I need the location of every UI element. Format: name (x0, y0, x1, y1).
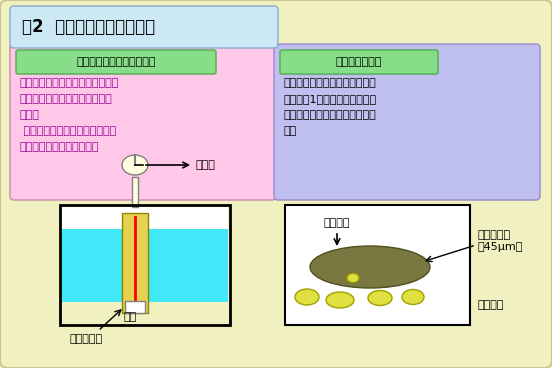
Text: 油の流れ: 油の流れ (324, 218, 351, 228)
Bar (60, 205, 230, 325)
Bar (125, 301, 145, 313)
Text: る。: る。 (284, 126, 297, 136)
FancyBboxPatch shape (274, 44, 540, 200)
Bar (132, 177, 138, 207)
Text: ポンプ: ポンプ (195, 160, 215, 170)
Ellipse shape (326, 292, 354, 308)
Bar (62, 207, 228, 302)
Text: 図2  目詰まり点の測定方法: 図2 目詰まり点の測定方法 (22, 18, 155, 36)
Ellipse shape (368, 290, 392, 305)
Text: 油を冷やして、ポンプで油を吸: 油を冷やして、ポンプで油を吸 (284, 78, 377, 88)
Ellipse shape (402, 290, 424, 304)
Text: 目詰まり点測定: 目詰まり点測定 (336, 57, 382, 67)
Text: フィルター: フィルター (70, 334, 103, 344)
Text: できなくなる最初の温度を求め: できなくなる最初の温度を求め (284, 110, 377, 120)
Ellipse shape (347, 273, 359, 283)
FancyBboxPatch shape (10, 44, 276, 200)
Bar (122, 213, 148, 313)
Ellipse shape (295, 289, 319, 305)
Text: の閉塞を知る目安となる。: の閉塞を知る目安となる。 (20, 142, 99, 152)
Text: ディーゼル車のプレフィルター: ディーゼル車のプレフィルター (20, 126, 116, 136)
FancyBboxPatch shape (280, 50, 438, 74)
Text: 目詰まり点とその測定意義: 目詰まり点とその測定意義 (76, 57, 156, 67)
Text: 油を低温にしたとき、フィルター: 油を低温にしたとき、フィルター (20, 78, 119, 88)
Bar (62, 207, 228, 229)
Ellipse shape (310, 246, 430, 288)
Text: を通して流れにくくなる温度を: を通して流れにくくなる温度を (20, 94, 113, 104)
FancyBboxPatch shape (10, 6, 278, 48)
Text: フィルター: フィルター (478, 230, 511, 240)
Ellipse shape (122, 155, 148, 175)
Text: いう。: いう。 (20, 110, 40, 120)
Text: （45μm）: （45μm） (478, 242, 523, 252)
Text: い上げ、1分間に一定量が通過: い上げ、1分間に一定量が通過 (284, 94, 377, 104)
Text: 冷媒: 冷媒 (124, 312, 137, 322)
Bar (285, 205, 470, 325)
FancyBboxPatch shape (16, 50, 216, 74)
Text: ワックス: ワックス (478, 300, 505, 310)
